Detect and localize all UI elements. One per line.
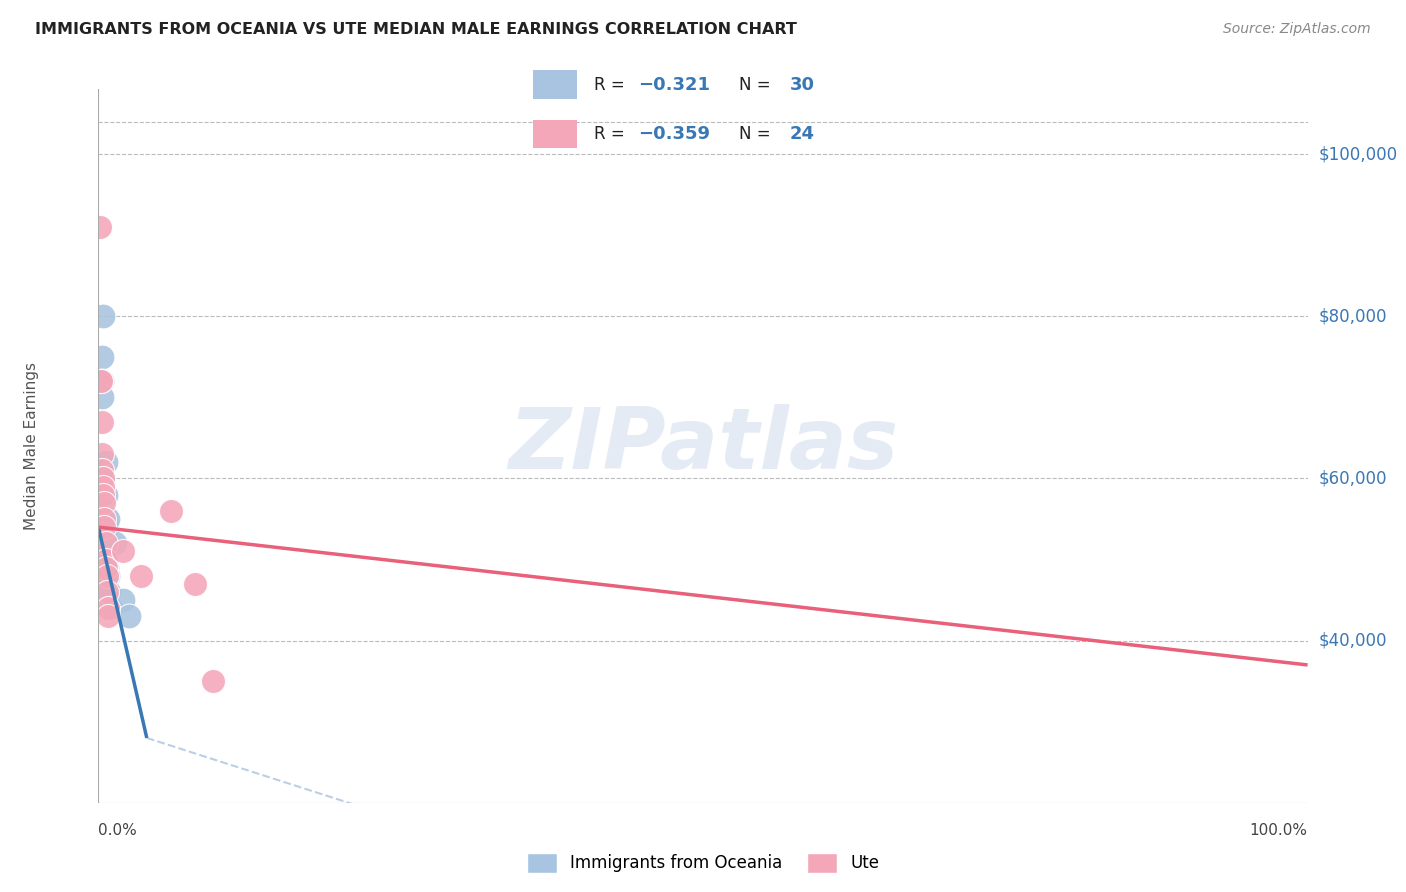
Point [184, 577, 207, 591]
Bar [533, 120, 578, 148]
Point [97, 512, 120, 526]
Point [91, 447, 114, 461]
Point [94, 552, 117, 566]
Point [100, 601, 122, 615]
Point [91, 350, 114, 364]
Point [94, 560, 117, 574]
Text: $40,000: $40,000 [1319, 632, 1388, 649]
Point [91, 415, 114, 429]
Text: IMMIGRANTS FROM OCEANIA VS UTE MEDIAN MALE EARNINGS CORRELATION CHART: IMMIGRANTS FROM OCEANIA VS UTE MEDIAN MA… [35, 22, 797, 37]
Text: −0.359: −0.359 [638, 125, 710, 143]
Point [97, 609, 120, 624]
Point [91, 390, 114, 404]
Point [93, 488, 115, 502]
Point [93, 528, 115, 542]
Text: R =: R = [595, 125, 630, 143]
Text: $60,000: $60,000 [1319, 469, 1388, 487]
Point [96, 585, 118, 599]
Point [93, 512, 115, 526]
Point [93, 552, 115, 566]
Point [90, 374, 112, 388]
Text: $100,000: $100,000 [1319, 145, 1398, 163]
Text: N =: N = [740, 125, 776, 143]
Point [91, 471, 114, 485]
Point [98, 585, 121, 599]
Point [94, 455, 117, 469]
Point [96, 568, 118, 582]
Point [129, 568, 152, 582]
Point [96, 536, 118, 550]
Point [91, 463, 114, 477]
Point [93, 520, 115, 534]
Point [96, 585, 118, 599]
Text: R =: R = [595, 76, 630, 94]
Text: 24: 24 [790, 125, 815, 143]
Text: N =: N = [740, 76, 776, 94]
Point [91, 471, 114, 485]
Text: −0.321: −0.321 [638, 76, 710, 94]
Point [96, 560, 118, 574]
Point [97, 568, 120, 582]
Point [93, 496, 115, 510]
Text: 30: 30 [790, 76, 815, 94]
Point [94, 512, 117, 526]
Point [91, 310, 114, 324]
Point [98, 601, 121, 615]
Point [94, 488, 117, 502]
Point [89, 475, 111, 490]
Point [91, 488, 114, 502]
Point [94, 536, 117, 550]
Point [91, 479, 114, 493]
Text: 0.0%: 0.0% [98, 823, 138, 838]
Point [160, 504, 183, 518]
Point [89, 491, 111, 506]
Text: Source: ZipAtlas.com: Source: ZipAtlas.com [1223, 22, 1371, 37]
Point [90, 374, 112, 388]
Point [202, 674, 225, 689]
Point [97, 536, 120, 550]
Point [104, 536, 127, 550]
Point [111, 593, 134, 607]
Text: $80,000: $80,000 [1319, 307, 1388, 326]
Point [111, 544, 134, 558]
Text: 100.0%: 100.0% [1250, 823, 1308, 838]
Legend: Immigrants from Oceania, Ute: Immigrants from Oceania, Ute [520, 847, 886, 880]
Text: Median Male Earnings: Median Male Earnings [24, 362, 39, 530]
Point [118, 609, 141, 624]
Point [90, 496, 112, 510]
Text: ZIPatlas: ZIPatlas [508, 404, 898, 488]
Point [90, 475, 112, 490]
Point [91, 374, 114, 388]
Bar [533, 70, 578, 99]
Point [89, 220, 111, 235]
Point [90, 512, 112, 526]
Point [93, 512, 115, 526]
Point [90, 528, 112, 542]
Point [97, 601, 120, 615]
